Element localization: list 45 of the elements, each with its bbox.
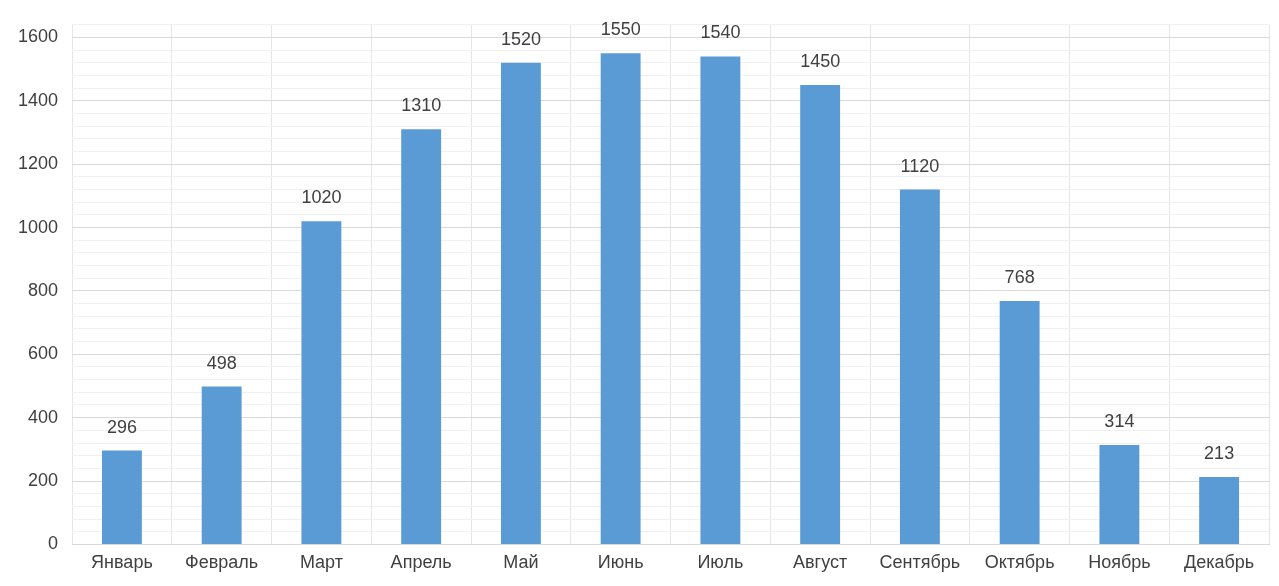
x-tick-label: Октябрь [984, 552, 1055, 573]
bar [101, 450, 142, 544]
bar [301, 221, 342, 544]
bar [999, 301, 1040, 544]
x-tick-label: Февраль [185, 552, 259, 573]
y-tick-label: 1600 [18, 26, 59, 47]
y-tick-label: 0 [48, 533, 59, 554]
data-label: 1550 [600, 19, 641, 40]
bar [600, 53, 641, 544]
x-tick-label: Июнь [597, 552, 644, 573]
bar [401, 129, 442, 544]
x-tick-label: Ноябрь [1088, 552, 1151, 573]
y-tick-label: 600 [28, 343, 59, 364]
y-tick-label: 200 [28, 470, 59, 490]
data-label: 1520 [500, 28, 541, 49]
data-label: 1020 [301, 187, 342, 208]
x-tick-label: Август [793, 552, 848, 573]
bar [800, 85, 841, 544]
y-tick-label: 400 [28, 406, 59, 427]
data-label: 314 [1104, 410, 1135, 431]
data-label: 296 [106, 416, 137, 437]
x-tick-label: Апрель [390, 552, 452, 573]
bar [1099, 444, 1140, 544]
x-tick-label: Январь [91, 552, 153, 573]
data-label: 498 [206, 352, 237, 373]
data-label: 213 [1204, 442, 1235, 463]
bar [500, 62, 541, 544]
y-tick-label: 1400 [18, 89, 59, 110]
data-label: 1310 [401, 95, 442, 116]
y-tick-label: 1200 [18, 153, 59, 174]
bar [700, 56, 741, 544]
x-tick-label: Сентябрь [879, 552, 961, 573]
x-tick-label: Май [503, 552, 539, 573]
x-tick-label: Март [299, 552, 343, 573]
bar [899, 189, 940, 544]
data-label: 768 [1004, 267, 1035, 288]
data-label: 1450 [800, 50, 841, 71]
data-label: 1120 [900, 155, 940, 176]
x-tick-label: Июль [697, 552, 744, 573]
y-tick-label: 800 [28, 279, 59, 300]
y-tick-label: 1000 [18, 216, 59, 237]
x-tick-label: Декабрь [1184, 552, 1255, 573]
data-label: 1540 [700, 22, 741, 43]
bar [1199, 476, 1240, 544]
bar [201, 386, 242, 544]
